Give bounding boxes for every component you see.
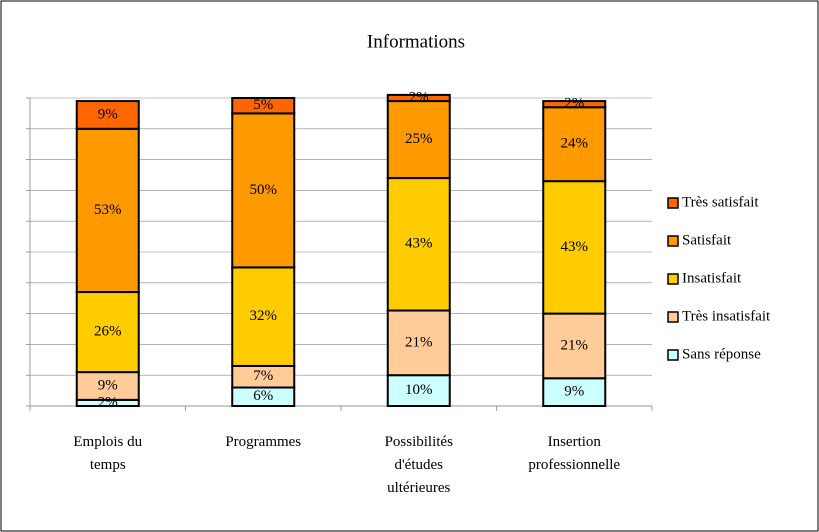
legend-swatch	[667, 273, 679, 285]
data-label: 26%	[94, 324, 122, 340]
bar-segment	[386, 177, 451, 312]
data-label: 43%	[561, 239, 589, 255]
data-label: 21%	[561, 337, 589, 353]
x-tick-label: Possibilités d'études ultérieures	[385, 434, 454, 496]
x-tick-label-line: temps	[90, 457, 126, 473]
data-label: 5%	[253, 97, 273, 113]
data-label: 10%	[405, 382, 433, 398]
x-tick-label-line: d'études	[394, 457, 443, 473]
x-tick-label: Insertion professionnelle	[528, 434, 620, 473]
x-tick-label-line: Possibilités	[385, 434, 454, 450]
legend-label: Très insatisfait	[682, 308, 771, 324]
data-label: 9%	[98, 377, 118, 393]
bar-segment	[542, 180, 607, 315]
data-label: 32%	[250, 308, 278, 324]
bar-segment	[75, 100, 140, 130]
bar-segment	[542, 100, 607, 109]
bar-segment	[231, 112, 296, 269]
x-tick-label: Programmes	[225, 434, 301, 450]
bar-segment	[542, 312, 607, 380]
bar-segment	[75, 371, 140, 401]
legend-swatch	[667, 311, 679, 323]
bar-segment	[231, 97, 296, 115]
bar-segment	[75, 291, 140, 374]
bar-segment	[542, 377, 607, 407]
bar-segment	[386, 309, 451, 377]
data-label: 53%	[94, 202, 122, 218]
legend-label: Satisfait	[682, 232, 732, 248]
x-tick-label-line: Insertion	[548, 434, 602, 450]
legend-swatch	[667, 197, 679, 209]
legend-swatch	[667, 349, 679, 361]
legend-label: Sans réponse	[682, 346, 761, 362]
bar-segment	[75, 127, 140, 294]
data-label: 21%	[405, 334, 433, 350]
data-label: 24%	[561, 136, 589, 152]
bar-segment	[542, 106, 607, 183]
data-label: 6%	[253, 388, 273, 404]
data-label: 2%	[98, 394, 118, 410]
data-label: 7%	[253, 368, 273, 384]
legend-label: Insatisfait	[682, 270, 742, 286]
bar-segment	[231, 266, 296, 367]
x-tick-label-line: Programmes	[225, 434, 301, 450]
legend-label: Très satisfait	[682, 194, 759, 210]
x-tick-label: Emplois du temps	[73, 434, 142, 473]
chart-title: Informations	[367, 31, 465, 52]
x-tick-label-line: Emplois du	[73, 434, 142, 450]
data-label: 2%	[564, 96, 584, 112]
x-tick-label-line: ultérieures	[387, 480, 450, 496]
data-label: 9%	[98, 106, 118, 122]
data-label: 43%	[405, 236, 433, 252]
data-label: 9%	[564, 384, 584, 400]
data-label: 50%	[250, 182, 278, 198]
x-tick-label-line: professionnelle	[528, 457, 620, 473]
bar-segment	[386, 100, 451, 180]
data-label: 25%	[405, 131, 433, 147]
bar-segment	[386, 93, 451, 103]
data-label: 2%	[409, 89, 429, 105]
legend-swatch	[667, 235, 679, 247]
